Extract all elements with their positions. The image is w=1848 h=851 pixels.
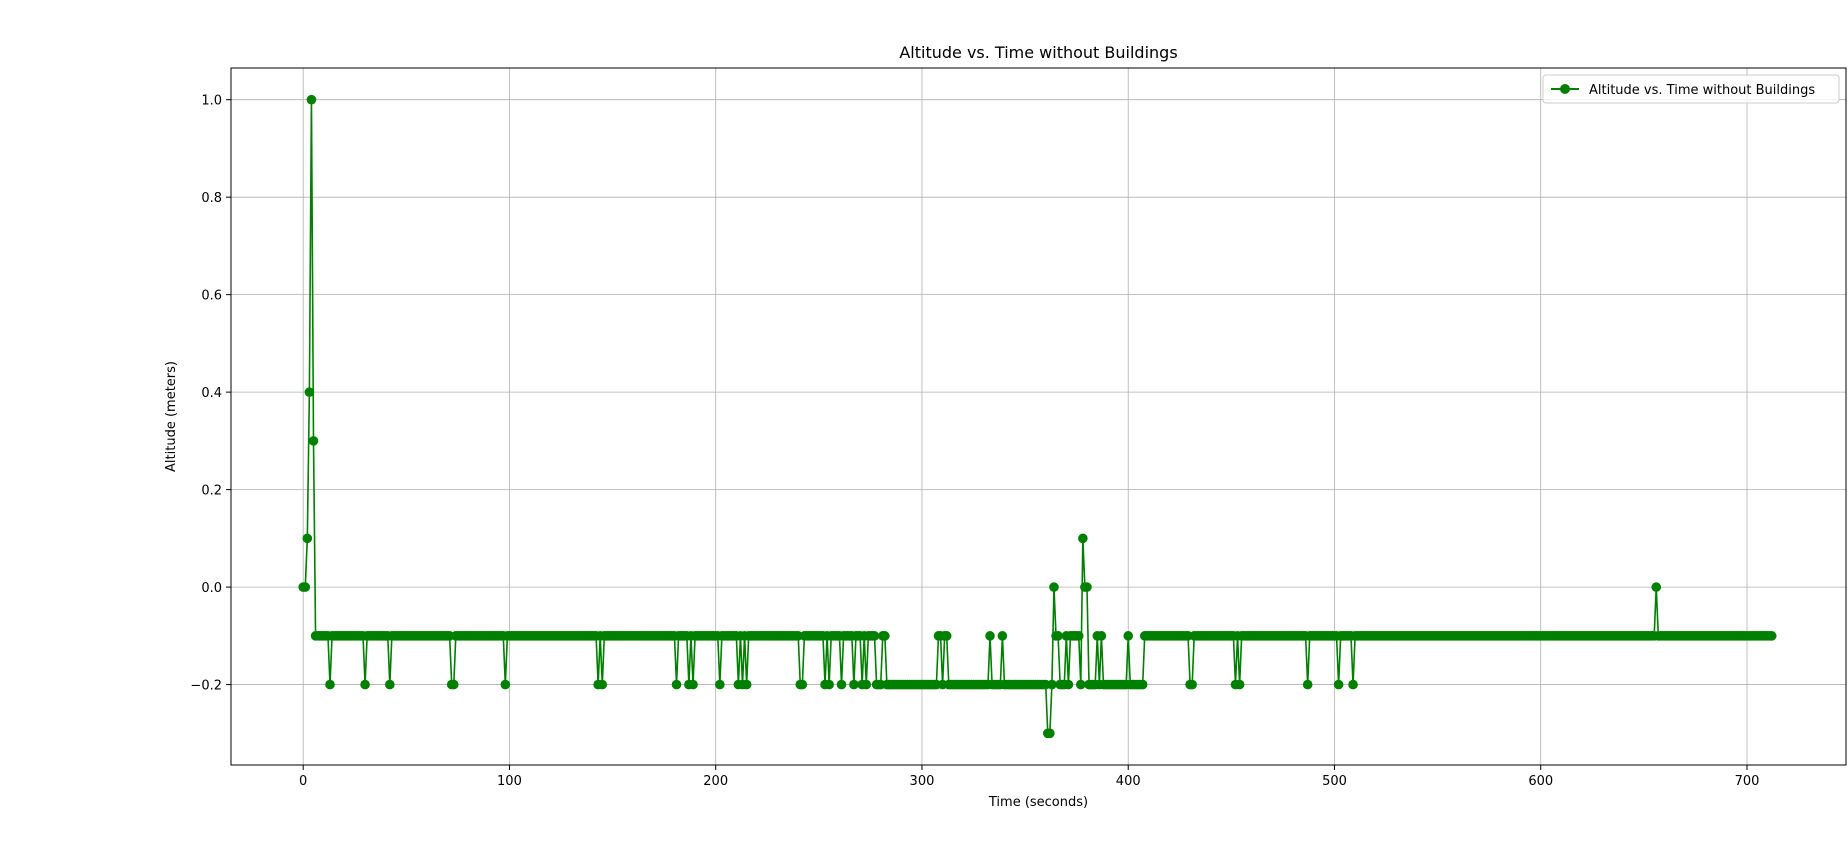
data-point (1082, 582, 1092, 592)
data-point (869, 631, 880, 641)
legend: Altitude vs. Time without Buildings (1542, 74, 1840, 104)
x-tick-label: 400 (1116, 774, 1141, 789)
data-point (1187, 679, 1197, 690)
y-tick-label: 0.6 (201, 289, 222, 304)
y-tick-label: 0.0 (201, 581, 222, 596)
data-point (1045, 728, 1055, 739)
legend-marker-swatch (1560, 84, 1570, 94)
data-point (360, 679, 370, 690)
data-point (302, 533, 313, 544)
y-tick-label: −0.2 (190, 679, 222, 694)
data-point (325, 679, 335, 690)
data-point (308, 436, 319, 446)
data-point (671, 679, 682, 690)
data-point (836, 679, 847, 690)
data-point (1651, 582, 1662, 592)
data-point (448, 679, 459, 690)
data-point (1053, 631, 1063, 641)
data-point (300, 582, 311, 592)
data-point (985, 631, 995, 641)
data-point (861, 679, 872, 690)
data-series (298, 94, 1777, 739)
legend-box (1542, 74, 1840, 104)
data-point (1063, 679, 1074, 690)
x-tick-label: 500 (1322, 774, 1347, 789)
data-point (997, 631, 1008, 641)
data-point (306, 94, 317, 105)
x-tick-label: 700 (1735, 774, 1760, 789)
data-point (1234, 679, 1245, 690)
data-point (688, 679, 698, 690)
y-tick-label: 0.2 (201, 484, 222, 499)
y-axis-label: Altitude (meters) (164, 361, 179, 472)
data-point (500, 679, 511, 690)
chart-title: Altitude vs. Time without Buildings (899, 43, 1177, 62)
data-point (797, 679, 808, 690)
data-point (385, 679, 395, 690)
data-point (304, 387, 315, 397)
data-point (1137, 679, 1148, 690)
data-point (849, 679, 859, 690)
data-point (1333, 679, 1344, 690)
x-tick-label: 200 (703, 774, 728, 789)
data-point (741, 679, 752, 690)
y-tick-label: 1.0 (201, 94, 222, 109)
y-tick-label: 0.4 (201, 386, 222, 401)
x-tick-label: 100 (497, 774, 522, 789)
plot-frame (230, 67, 1847, 766)
x-tick-label: 300 (910, 774, 935, 789)
data-point (1096, 631, 1107, 641)
x-axis-label: Time (seconds) (988, 795, 1088, 810)
data-point (1075, 679, 1086, 690)
data-point (1348, 679, 1358, 690)
data-point (1049, 582, 1059, 592)
data-point (1302, 679, 1313, 690)
data-point (824, 679, 834, 690)
data-point (880, 631, 890, 641)
data-point (597, 679, 608, 690)
y-tick-label: 0.8 (201, 191, 222, 206)
data-point (1073, 631, 1084, 641)
data-point (941, 631, 952, 641)
data-point (715, 679, 725, 690)
data-point (1078, 533, 1088, 544)
legend-entry: Altitude vs. Time without Buildings (1589, 83, 1815, 98)
data-point (1047, 679, 1057, 690)
axis-ticks: 0 100 200 300 400 500 600 700 −0.2 0.0 0.2 0.4 0.6 0.… (190, 94, 1759, 789)
x-tick-label: 0 (299, 774, 307, 789)
data-point (1123, 631, 1134, 641)
data-point (1766, 631, 1777, 641)
grid-lines (231, 68, 1846, 765)
x-tick-label: 600 (1528, 774, 1553, 789)
